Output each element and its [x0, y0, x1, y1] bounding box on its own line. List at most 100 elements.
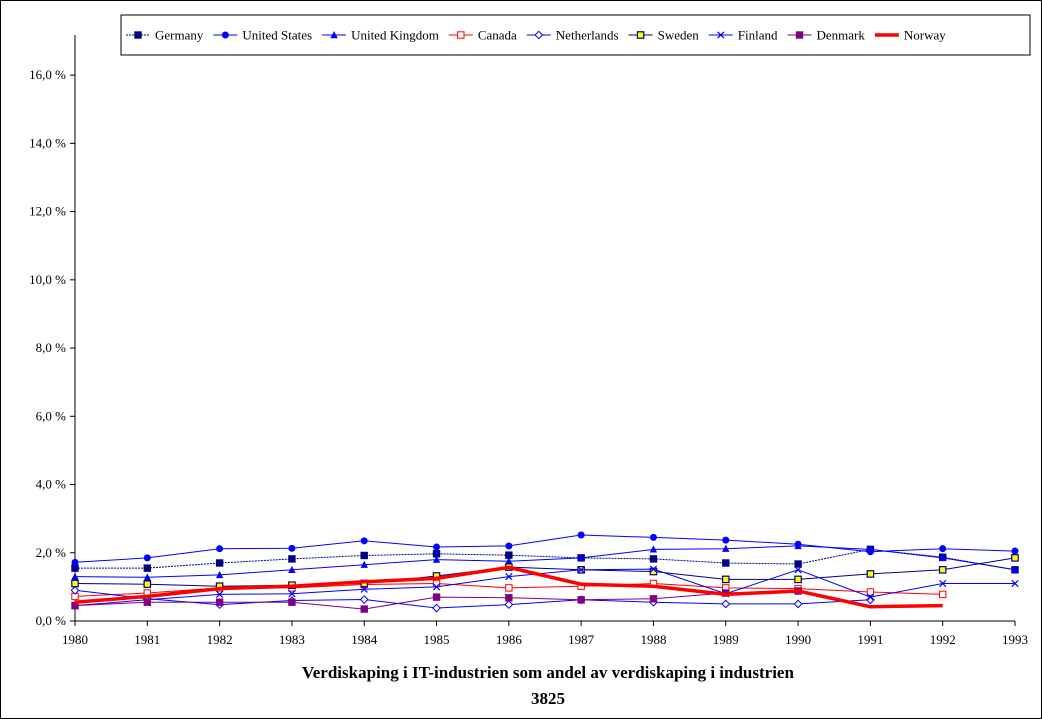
- data-point-united-kingdom: [1011, 565, 1019, 574]
- y-tick-label: 4,0 %: [36, 477, 67, 492]
- data-point-sweden: [721, 575, 730, 584]
- data-point-netherlands: [793, 599, 803, 609]
- data-point-denmark: [143, 598, 152, 606]
- data-point-finland: [432, 583, 441, 591]
- data-point-finland: [288, 590, 296, 598]
- y-tick-label: 8,0 %: [36, 340, 67, 355]
- data-point-united-states: [71, 558, 79, 566]
- data-point-netherlands: [359, 595, 369, 604]
- axes: 0,0 % 2,0 % 4,0 % 6,0 % 8,0 % 10,0 % 12,0 % 14,…: [29, 35, 1028, 647]
- series-united-kingdom: [71, 541, 1019, 581]
- data-point-united-kingdom: [794, 541, 802, 550]
- data-point-sweden: [794, 575, 802, 584]
- data-point-united-states: [143, 554, 151, 562]
- series-united-states: [71, 531, 1019, 566]
- data-point-united-kingdom: [143, 573, 152, 581]
- data-point-germany: [71, 564, 79, 572]
- data-point-united-kingdom: [71, 572, 79, 580]
- data-point-finland: [505, 573, 513, 581]
- data-point-united-states: [939, 545, 947, 553]
- data-point-united-kingdom: [215, 570, 224, 579]
- data-point-sweden: [866, 570, 875, 578]
- data-point-united-kingdom: [288, 565, 296, 574]
- x-tick-label: 1984: [351, 632, 378, 647]
- x-tick-label: 1983: [279, 632, 305, 647]
- data-point-netherlands: [70, 585, 80, 595]
- data-point-sweden: [71, 579, 79, 588]
- data-point-denmark: [505, 594, 513, 602]
- legend: Germany United States United Kingdom Canada…: [120, 14, 1031, 56]
- data-point-united-kingdom: [866, 545, 875, 553]
- legend-label: Canada: [478, 28, 517, 43]
- legend-marker: [795, 31, 804, 39]
- series-line-finland: [74, 568, 1015, 607]
- data-point-denmark: [577, 596, 585, 604]
- legend-item-netherlands: Netherlands: [526, 28, 619, 43]
- series-line-norway: [74, 565, 943, 609]
- data-point-finland: [1011, 579, 1019, 588]
- data-point-finland: [577, 566, 585, 574]
- data-point-finland: [215, 590, 224, 599]
- data-point-germany: [649, 555, 658, 563]
- data-point-finland: [794, 566, 802, 574]
- legend-label: Netherlands: [556, 28, 619, 43]
- data-point-finland: [939, 579, 947, 588]
- data-point-germany: [143, 564, 152, 572]
- legend-label: Finland: [738, 28, 778, 43]
- legend-label: United States: [242, 28, 312, 43]
- data-point-denmark: [649, 595, 658, 603]
- data-point-netherlands: [865, 595, 875, 605]
- data-point-germany: [288, 555, 296, 563]
- legend-item-united-kingdom: United Kingdom: [322, 28, 439, 43]
- data-point-sweden: [938, 566, 947, 574]
- legend-marker: [134, 31, 142, 39]
- data-point-united-kingdom: [360, 560, 368, 568]
- y-tick-label: 12,0 %: [29, 204, 66, 219]
- data-point-united-states: [288, 544, 296, 552]
- data-point-canada: [432, 579, 441, 588]
- y-tick-label: 6,0 %: [36, 408, 67, 423]
- data-point-netherlands: [721, 599, 731, 609]
- legend-item-denmark: Denmark: [787, 28, 866, 43]
- data-point-denmark: [360, 605, 368, 613]
- legend-item-canada: Canada: [448, 28, 517, 43]
- data-point-united-states: [649, 533, 657, 541]
- data-point-united-states: [722, 536, 730, 544]
- y-tick-label: 10,0 %: [29, 272, 66, 287]
- x-tick-label: 1981: [134, 632, 160, 647]
- data-point-united-states: [577, 531, 585, 539]
- data-point-united-states: [1011, 547, 1019, 555]
- series-germany: [71, 545, 1019, 574]
- data-point-sweden: [143, 580, 152, 588]
- data-point-denmark: [71, 601, 79, 610]
- chart-subtitle: 3825: [531, 689, 565, 708]
- series-line-united-states: [74, 534, 1016, 563]
- legend-label: United Kingdom: [351, 28, 439, 43]
- y-tick-label: 14,0 %: [29, 135, 66, 150]
- data-point-finland: [360, 585, 368, 593]
- series-line-germany: [75, 548, 1016, 571]
- data-point-united-kingdom: [649, 545, 658, 553]
- legend-marker: [457, 31, 465, 39]
- y-tick-label: 16,0 %: [29, 67, 66, 82]
- data-point-sweden: [1011, 554, 1019, 562]
- data-point-netherlands: [432, 603, 441, 613]
- y-tick-label: 2,0 %: [36, 545, 67, 560]
- data-point-denmark: [432, 593, 441, 601]
- data-point-united-kingdom: [577, 553, 585, 562]
- data-point-germany: [360, 551, 368, 560]
- x-tick-label: 1992: [930, 632, 956, 647]
- x-tick-label: 1991: [857, 632, 883, 647]
- data-point-germany: [215, 559, 224, 567]
- series-line-netherlands: [74, 589, 871, 609]
- legend-item-sweden: Sweden: [628, 28, 699, 43]
- x-tick-label: 1990: [785, 632, 811, 647]
- legend-label: Denmark: [817, 28, 866, 43]
- x-tick-label: 1989: [713, 632, 739, 647]
- data-point-germany: [722, 559, 730, 567]
- data-point-united-kingdom: [432, 555, 441, 563]
- legend-marker: [330, 31, 338, 39]
- chart-title: Verdiskaping i IT-industrien som andel a…: [302, 663, 794, 682]
- legend-item-germany: Germany: [126, 28, 204, 43]
